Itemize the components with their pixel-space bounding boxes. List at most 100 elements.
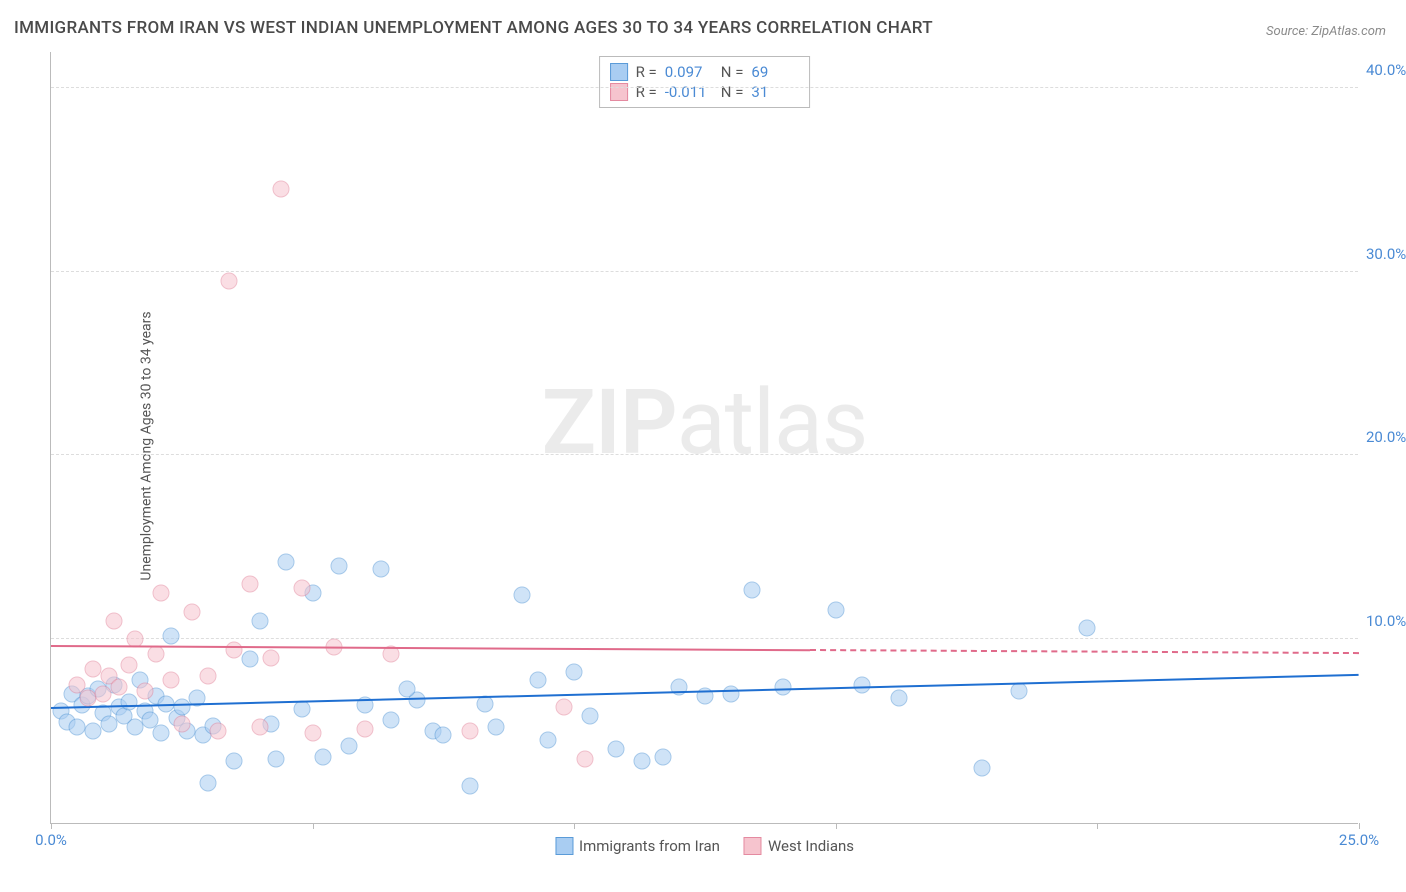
chart-title: IMMIGRANTS FROM IRAN VS WEST INDIAN UNEM…: [14, 18, 933, 38]
stat-label: R =: [636, 63, 657, 81]
scatter-point-west-indian: [147, 645, 164, 662]
scatter-point-west-indian: [79, 690, 96, 707]
x-tick: [51, 823, 52, 829]
scatter-point-iran: [173, 699, 190, 716]
watermark-light: atlas: [677, 369, 868, 474]
scatter-point-west-indian: [262, 649, 279, 666]
trendline-extrapolated: [810, 649, 1359, 654]
scatter-point-west-indian: [173, 715, 190, 732]
r-value-2: -0.011: [665, 83, 713, 101]
scatter-point-iran: [199, 774, 216, 791]
scatter-point-iran: [398, 680, 415, 697]
scatter-point-iran: [294, 701, 311, 718]
watermark: ZIPatlas: [542, 369, 868, 474]
x-tick: [1097, 823, 1098, 829]
scatter-point-iran: [581, 708, 598, 725]
legend-item: Immigrants from Iran: [555, 837, 720, 855]
watermark-bold: ZIP: [542, 369, 677, 474]
scatter-point-west-indian: [241, 576, 258, 593]
scatter-point-west-indian: [304, 724, 321, 741]
n-value-2: 31: [751, 83, 799, 101]
scatter-point-iran: [126, 719, 143, 736]
scatter-point-iran: [974, 759, 991, 776]
x-tick-label: 0.0%: [35, 831, 67, 849]
scatter-point-west-indian: [184, 603, 201, 620]
scatter-point-west-indian: [576, 750, 593, 767]
series2-swatch: [610, 83, 628, 101]
scatter-point-iran: [890, 690, 907, 707]
scatter-point-west-indian: [199, 667, 216, 684]
scatter-point-west-indian: [461, 723, 478, 740]
scatter-point-iran: [315, 748, 332, 765]
scatter-point-iran: [655, 748, 672, 765]
scatter-point-iran: [513, 587, 530, 604]
n-value-1: 69: [751, 63, 799, 81]
scatter-point-iran: [487, 719, 504, 736]
scatter-point-iran: [461, 778, 478, 795]
correlation-stats-box: R = 0.097 N = 69 R = -0.011 N = 31: [599, 56, 811, 108]
series2-swatch: [744, 837, 762, 855]
trendline: [51, 645, 810, 651]
scatter-point-iran: [529, 671, 546, 688]
scatter-point-iran: [827, 601, 844, 618]
x-tick: [1359, 823, 1360, 829]
scatter-point-west-indian: [105, 612, 122, 629]
scatter-point-west-indian: [252, 719, 269, 736]
x-tick: [836, 823, 837, 829]
scatter-point-west-indian: [356, 721, 373, 738]
scatter-point-iran: [226, 752, 243, 769]
scatter-point-iran: [278, 554, 295, 571]
scatter-point-iran: [330, 557, 347, 574]
scatter-point-iran: [341, 737, 358, 754]
bottom-legend: Immigrants from Iran West Indians: [555, 837, 854, 855]
scatter-point-west-indian: [226, 642, 243, 659]
gridline: [51, 638, 1358, 639]
scatter-point-iran: [121, 693, 138, 710]
scatter-point-iran: [69, 719, 86, 736]
scatter-point-iran: [241, 651, 258, 668]
scatter-point-iran: [1078, 620, 1095, 637]
scatter-point-west-indian: [137, 682, 154, 699]
gridline: [51, 271, 1358, 272]
scatter-point-west-indian: [95, 686, 112, 703]
legend-label: West Indians: [768, 837, 854, 855]
scatter-point-iran: [723, 686, 740, 703]
scatter-point-iran: [152, 724, 169, 741]
scatter-point-iran: [383, 712, 400, 729]
scatter-point-iran: [566, 664, 583, 681]
y-tick-label: 20.0%: [1366, 428, 1406, 446]
scatter-point-iran: [163, 627, 180, 644]
source-attribution: Source: ZipAtlas.com: [1266, 24, 1386, 39]
scatter-point-west-indian: [163, 671, 180, 688]
stat-label: N =: [721, 63, 744, 81]
scatter-point-west-indian: [121, 656, 138, 673]
scatter-point-iran: [252, 612, 269, 629]
scatter-point-iran: [853, 677, 870, 694]
scatter-point-west-indian: [210, 723, 227, 740]
scatter-point-iran: [1010, 682, 1027, 699]
scatter-point-iran: [267, 750, 284, 767]
y-tick-label: 10.0%: [1366, 612, 1406, 630]
scatter-point-west-indian: [555, 699, 572, 716]
scatter-point-west-indian: [273, 180, 290, 197]
scatter-point-iran: [540, 732, 557, 749]
y-tick-label: 40.0%: [1366, 61, 1406, 79]
scatter-point-iran: [775, 678, 792, 695]
scatter-point-iran: [84, 723, 101, 740]
legend-item: West Indians: [744, 837, 854, 855]
x-tick: [574, 823, 575, 829]
legend-label: Immigrants from Iran: [579, 837, 720, 855]
plot-area: ZIPatlas R = 0.097 N = 69 R = -0.011 N =…: [50, 52, 1358, 824]
series1-swatch: [610, 63, 628, 81]
stat-label: N =: [721, 83, 744, 101]
scatter-point-iran: [634, 752, 651, 769]
stat-label: R =: [636, 83, 657, 101]
series1-swatch: [555, 837, 573, 855]
scatter-point-iran: [608, 741, 625, 758]
scatter-point-iran: [100, 715, 117, 732]
scatter-point-iran: [435, 726, 452, 743]
gridline: [51, 87, 1358, 88]
y-tick-label: 30.0%: [1366, 245, 1406, 263]
stat-row: R = -0.011 N = 31: [610, 83, 800, 101]
x-tick: [313, 823, 314, 829]
